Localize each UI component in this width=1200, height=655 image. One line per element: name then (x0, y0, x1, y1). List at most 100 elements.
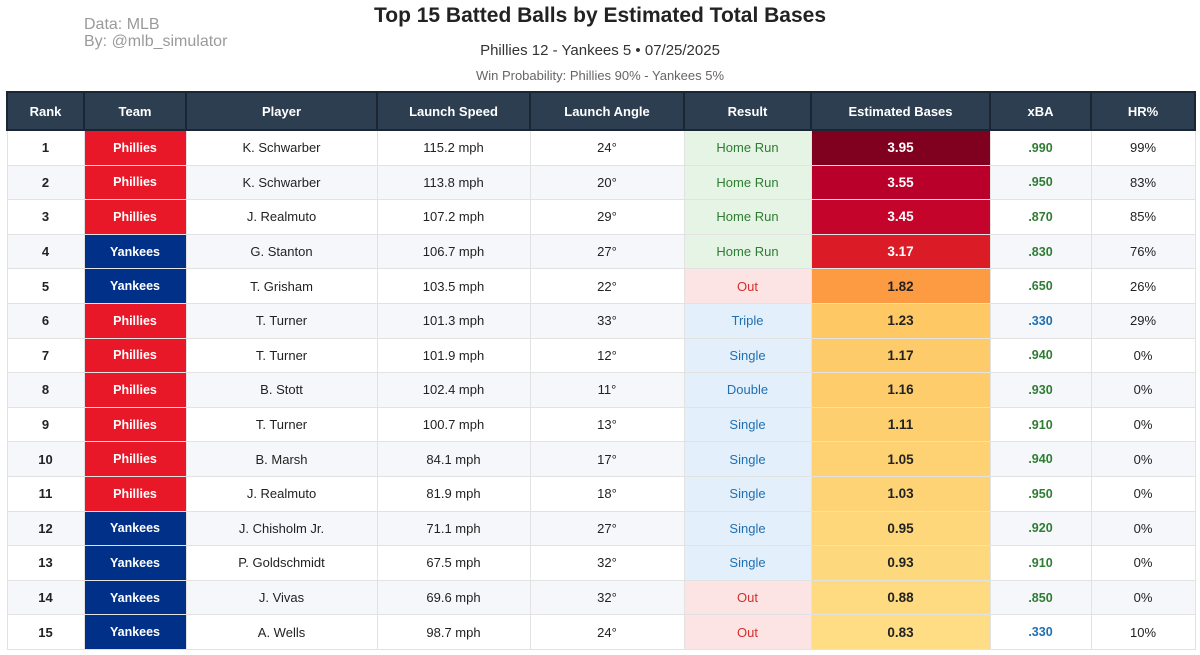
launch-speed-cell: 67.5 mph (376, 545, 531, 581)
result-cell: Single (683, 510, 812, 547)
player-cell: T. Turner (185, 337, 378, 374)
player-cell: J. Realmuto (185, 199, 378, 235)
rank-cell: 9 (6, 406, 85, 443)
rank-cell: 10 (6, 441, 85, 477)
column-header-team[interactable]: Team (83, 91, 187, 131)
launch-angle-cell: 27° (529, 510, 685, 547)
rank-cell: 6 (6, 302, 85, 339)
launch-angle-cell: 17° (529, 441, 685, 477)
table-row: 13 Yankees P. Goldschmidt 67.5 mph 32° Single… (6, 545, 1196, 581)
result-cell: Triple (683, 302, 812, 339)
launch-angle-cell: 18° (529, 475, 685, 512)
page-title: Top 15 Batted Balls by Estimated Total B… (373, 4, 826, 27)
launch-speed-cell: 69.6 mph (376, 579, 531, 616)
column-header-hr-percent[interactable]: HR% (1090, 91, 1196, 131)
rank-cell: 7 (6, 337, 85, 374)
table-row: 7 Phillies T. Turner 101.9 mph 12° Single 1.17… (6, 337, 1196, 374)
column-header-launch-speed[interactable]: Launch Speed (376, 91, 531, 131)
hr-percent-cell: 0% (1090, 579, 1196, 616)
xba-cell: .330 (989, 302, 1092, 339)
launch-angle-cell: 33° (529, 302, 685, 339)
column-header-xba[interactable]: xBA (989, 91, 1092, 131)
estimated-bases-cell: 1.82 (810, 268, 991, 304)
result-cell: Single (683, 406, 812, 443)
data-source-label: Data: MLB (84, 16, 160, 33)
table-row: 12 Yankees J. Chisholm Jr. 71.1 mph 27° Singl… (6, 510, 1196, 547)
launch-speed-cell: 103.5 mph (376, 268, 531, 304)
player-cell: B. Marsh (185, 441, 378, 477)
estimated-bases-cell: 3.45 (810, 199, 991, 235)
team-cell: Phillies (83, 129, 187, 166)
xba-cell: .990 (989, 129, 1092, 166)
hr-percent-cell: 0% (1090, 406, 1196, 443)
player-cell: K. Schwarber (185, 164, 378, 201)
hr-percent-cell: 0% (1090, 372, 1196, 408)
table-row: 8 Phillies B. Stott 102.4 mph 11° Double 1.16.… (6, 372, 1196, 408)
result-cell: Single (683, 545, 812, 581)
xba-cell: .330 (989, 614, 1092, 650)
result-cell: Single (683, 441, 812, 477)
column-header-estimated-bases[interactable]: Estimated Bases (810, 91, 991, 131)
result-cell: Out (683, 579, 812, 616)
table-row: 2 Phillies K. Schwarber 113.8 mph 20° Home Ru… (6, 164, 1196, 201)
data-credit: Data: MLB By: @mlb_simulator (84, 16, 227, 50)
xba-cell: .930 (989, 372, 1092, 408)
rank-cell: 15 (6, 614, 85, 650)
hr-percent-cell: 76% (1090, 233, 1196, 270)
team-cell: Phillies (83, 337, 187, 374)
result-cell: Home Run (683, 164, 812, 201)
xba-cell: .920 (989, 510, 1092, 547)
player-cell: B. Stott (185, 372, 378, 408)
estimated-bases-cell: 0.88 (810, 579, 991, 616)
table-row: 1 Phillies K. Schwarber 115.2 mph 24° Home Ru… (6, 129, 1196, 166)
player-cell: T. Turner (185, 302, 378, 339)
launch-speed-cell: 101.9 mph (376, 337, 531, 374)
team-cell: Yankees (83, 614, 187, 650)
launch-angle-cell: 24° (529, 614, 685, 650)
column-header-launch-angle[interactable]: Launch Angle (529, 91, 685, 131)
launch-angle-cell: 20° (529, 164, 685, 201)
result-cell: Single (683, 475, 812, 512)
result-cell: Home Run (683, 129, 812, 166)
launch-speed-cell: 102.4 mph (376, 372, 531, 408)
rank-cell: 2 (6, 164, 85, 201)
team-cell: Yankees (83, 579, 187, 616)
hr-percent-cell: 26% (1090, 268, 1196, 304)
estimated-bases-cell: 1.11 (810, 406, 991, 443)
table-header-row: Rank Team Player Launch Speed Launch Ang… (6, 91, 1196, 131)
xba-cell: .870 (989, 199, 1092, 235)
team-cell: Yankees (83, 233, 187, 270)
rank-cell: 8 (6, 372, 85, 408)
rank-cell: 3 (6, 199, 85, 235)
column-header-result[interactable]: Result (683, 91, 812, 131)
estimated-bases-cell: 0.95 (810, 510, 991, 547)
launch-angle-cell: 32° (529, 545, 685, 581)
xba-cell: .950 (989, 164, 1092, 201)
player-cell: J. Realmuto (185, 475, 378, 512)
estimated-bases-cell: 0.83 (810, 614, 991, 650)
team-cell: Yankees (83, 545, 187, 581)
launch-speed-cell: 106.7 mph (376, 233, 531, 270)
launch-speed-cell: 81.9 mph (376, 475, 531, 512)
xba-cell: .650 (989, 268, 1092, 304)
estimated-bases-cell: 1.16 (810, 372, 991, 408)
hr-percent-cell: 83% (1090, 164, 1196, 201)
launch-angle-cell: 24° (529, 129, 685, 166)
team-cell: Phillies (83, 441, 187, 477)
rank-cell: 5 (6, 268, 85, 304)
table-row: 4 Yankees G. Stanton 106.7 mph 27° Home Run 3.… (6, 233, 1196, 270)
hr-percent-cell: 99% (1090, 129, 1196, 166)
launch-speed-cell: 98.7 mph (376, 614, 531, 650)
hr-percent-cell: 85% (1090, 199, 1196, 235)
table-row: 5 Yankees T. Grisham 103.5 mph 22° Out 1.82.65… (6, 268, 1196, 304)
xba-cell: .910 (989, 545, 1092, 581)
column-header-player[interactable]: Player (185, 91, 378, 131)
column-header-rank[interactable]: Rank (6, 91, 85, 131)
launch-speed-cell: 113.8 mph (376, 164, 531, 201)
hr-percent-cell: 10% (1090, 614, 1196, 650)
hr-percent-cell: 29% (1090, 302, 1196, 339)
table-row: 10 Phillies B. Marsh 84.1 mph 17° Single 1.05.… (6, 441, 1196, 477)
table-row: 14 Yankees J. Vivas 69.6 mph 32° Out 0.88.850 0… (6, 579, 1196, 616)
estimated-bases-cell: 3.95 (810, 129, 991, 166)
player-cell: T. Grisham (185, 268, 378, 304)
